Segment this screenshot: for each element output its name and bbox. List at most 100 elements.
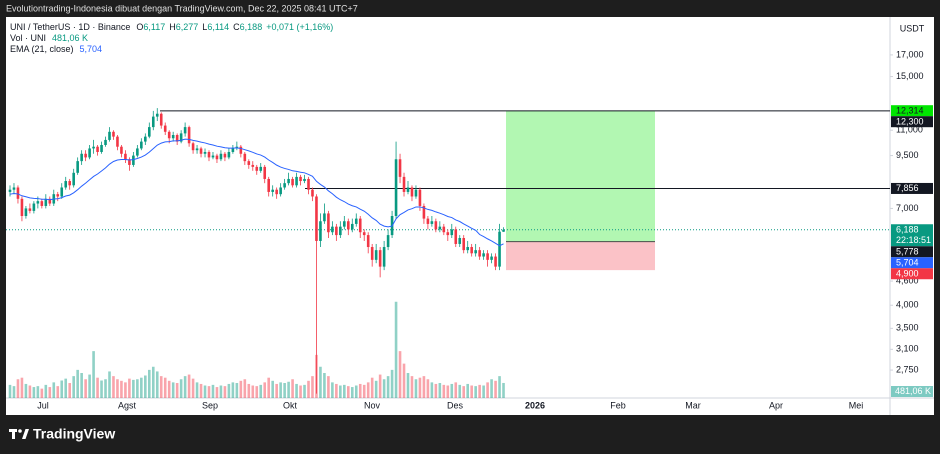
volume-bar <box>339 385 342 398</box>
volume-bar <box>24 383 28 398</box>
volume-bar <box>72 376 75 398</box>
stop-zone <box>506 241 655 271</box>
volume-bar <box>386 376 390 398</box>
candle-body <box>223 153 227 158</box>
candle-body <box>243 153 247 162</box>
volume-bar <box>458 384 462 398</box>
volume-bar <box>374 380 378 398</box>
candle-body <box>108 131 111 140</box>
candle-body <box>311 189 314 197</box>
candle-body <box>68 181 71 186</box>
candle-body <box>339 226 342 236</box>
volume-bar <box>394 301 398 398</box>
price-tag-label: 5,704 <box>896 257 919 267</box>
volume-bar <box>263 382 267 398</box>
price-tag <box>891 257 933 269</box>
volume-bar <box>8 384 12 398</box>
candle-body <box>350 223 354 230</box>
candle-body <box>370 247 374 260</box>
legend-value: 6,277 <box>176 22 199 32</box>
volume-bar <box>28 385 32 398</box>
y-tick-label: 3,500 <box>896 323 919 333</box>
volume-bar <box>370 377 374 398</box>
price-tag-label: 12,300 <box>896 116 924 126</box>
y-tick-label: 4,000 <box>896 300 919 310</box>
price-tag <box>891 105 933 117</box>
candle-body <box>438 226 442 230</box>
candle-body <box>76 161 79 173</box>
legend-key: C <box>233 22 240 32</box>
plot: 17,000 15,000 11,000 9,500 7,000 4,600 4,000 3,… <box>6 49 933 410</box>
legend-change: +0,071 (+1,16%) <box>266 22 333 32</box>
volume-bar <box>120 380 123 398</box>
price-tag-label: 4,900 <box>896 268 919 278</box>
candle-body <box>207 151 211 158</box>
volume-bar <box>303 384 306 398</box>
candle-body <box>96 146 99 152</box>
candle-body <box>263 166 267 179</box>
volume-bar <box>307 380 310 398</box>
legend-key: L <box>202 22 207 32</box>
volume-bar <box>140 377 143 398</box>
volume-bar <box>398 351 402 398</box>
volume-bar <box>335 383 338 398</box>
volume-bar <box>283 383 286 398</box>
candle-body <box>331 226 334 233</box>
legend-volume-row: Vol · UNI 481,06 K <box>10 33 88 43</box>
candle-body <box>219 153 223 160</box>
legend-value: 6,188 <box>240 22 263 32</box>
candle-body <box>100 144 103 152</box>
candle-body <box>163 125 167 132</box>
candle-body <box>112 131 115 137</box>
volume-bar <box>179 379 183 398</box>
candle-body <box>16 187 20 199</box>
candle-body <box>358 218 362 233</box>
volume-bar <box>331 382 334 398</box>
candle-body <box>466 247 469 251</box>
candle-body <box>502 229 505 232</box>
volume-bar <box>502 382 505 398</box>
volume-bar <box>474 386 477 398</box>
candle-body <box>104 139 107 145</box>
volume-bar <box>378 374 382 398</box>
candle-body <box>327 213 330 233</box>
volume-bar <box>175 383 179 398</box>
candle-body <box>474 250 477 254</box>
y-tick-label: 11,000 <box>896 125 923 135</box>
legend-value: 6,117 <box>143 22 165 32</box>
price-tag-label: 12,314 <box>896 105 924 115</box>
volume-bar <box>239 380 243 398</box>
candle-body <box>128 159 131 165</box>
volume-bar <box>132 379 135 398</box>
x-tick-label: Mei <box>849 400 864 410</box>
candle-body <box>307 178 310 190</box>
candle-body <box>187 127 191 144</box>
candle-body <box>195 148 199 151</box>
candle-body <box>279 187 282 195</box>
volume-bar <box>323 373 326 398</box>
candle-body <box>335 226 338 236</box>
candle-body <box>267 178 270 192</box>
candle-body <box>48 198 52 204</box>
candle-body <box>28 208 32 211</box>
legend-symbol-row: UNI / TetherUS · 1D · Binance O6,117 H6,27… <box>10 22 333 32</box>
volume-bar <box>44 384 48 398</box>
logo-part <box>12 429 15 439</box>
volume-bar <box>215 387 219 398</box>
candle-body <box>450 229 454 236</box>
price-tag-label: 5,778 <box>896 246 919 256</box>
volume-bar <box>155 371 159 398</box>
candle-body <box>490 256 493 260</box>
logo-part <box>18 429 22 433</box>
candle-body <box>84 153 87 158</box>
candle-body <box>124 153 127 160</box>
candle-body <box>303 178 306 182</box>
legend-key: H <box>169 22 176 32</box>
candle-body <box>442 226 446 233</box>
countdown: 22:18:51 <box>896 235 931 245</box>
volume-bar <box>12 386 16 398</box>
candle-body <box>291 178 294 186</box>
candle-body <box>287 178 290 184</box>
candle-body <box>454 229 458 244</box>
candle-body <box>414 189 418 197</box>
